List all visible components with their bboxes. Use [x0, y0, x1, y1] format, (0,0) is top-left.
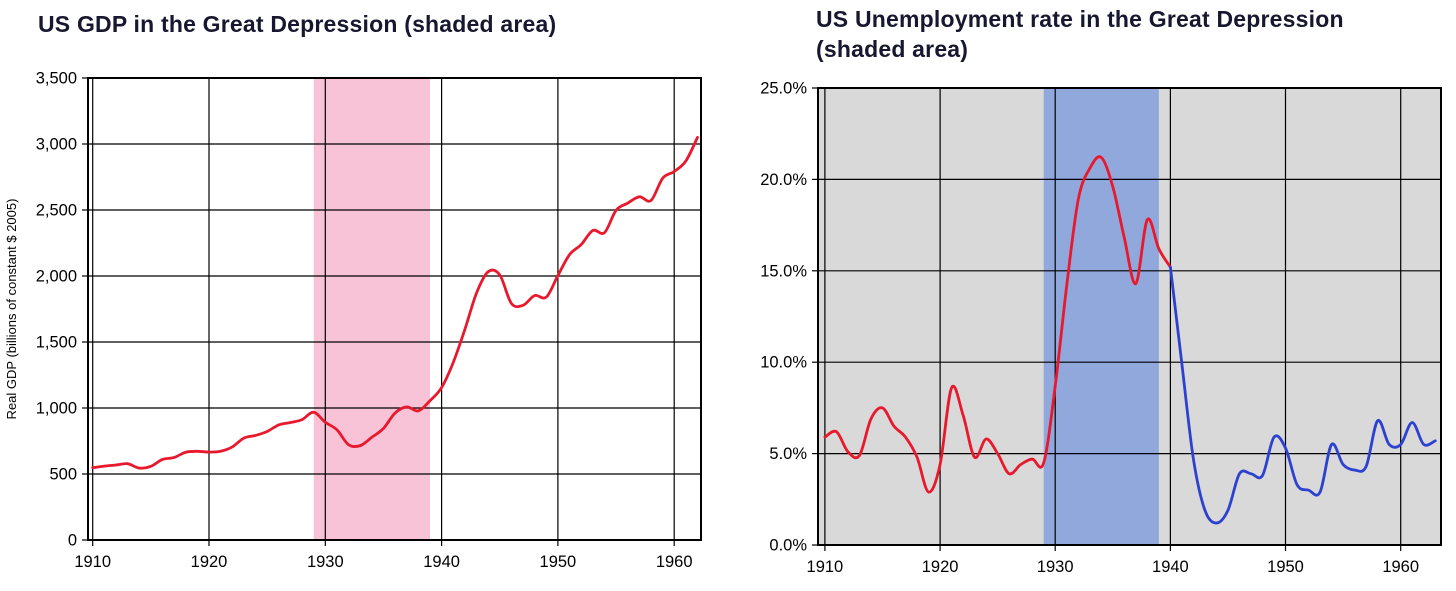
y-tick-label: 2,000: [36, 268, 77, 286]
y-axis-label: Real GDP (billions of constant $ 2005): [4, 199, 19, 420]
y-tick-label: 2,500: [36, 202, 77, 220]
gdp-chart-plot: 1910 1920 1930 1940 1950 1960 0 500 1,000 1,500 2,…: [4, 70, 702, 572]
x-tick-label: 1930: [307, 553, 344, 571]
x-tick-label: 1950: [540, 553, 577, 571]
tick-labels: 1910 1920 1930 1940 1950 1960 0 500 1,000 1,500 2,…: [36, 70, 693, 572]
unemployment-chart-plot: 1910 1920 1930 1940 1950 1960 0.0% 5.0% 10.0% 15.…: [760, 80, 1442, 577]
y-tick-label: 3,500: [36, 70, 77, 88]
x-tick-label: 1940: [1152, 558, 1189, 576]
y-tick-label: 10.0%: [760, 354, 807, 372]
x-tick-label: 1960: [1382, 558, 1419, 576]
x-tick-label: 1960: [656, 553, 693, 571]
series-line-0: [823, 155, 1172, 494]
y-tick-label: 20.0%: [760, 171, 807, 189]
plot-border: [817, 87, 1442, 546]
series-line-0: [91, 136, 699, 470]
shaded-region: [313, 78, 430, 540]
gdp-chart: US GDP in the Great Depression (shaded a…: [0, 0, 712, 591]
y-tick-label: 0: [68, 532, 77, 550]
x-tick-label: 1930: [1037, 558, 1074, 576]
unemployment-chart-title: US Unemployment rate in the Great Depres…: [816, 6, 1344, 63]
unemployment-chart: US Unemployment rate in the Great Depres…: [712, 0, 1456, 591]
y-tick-label: 15.0%: [760, 262, 807, 280]
plot-border: [87, 77, 702, 541]
y-tick-label: 1,500: [36, 334, 77, 352]
y-tick-label: 1,000: [36, 400, 77, 418]
y-tick-label: 0.0%: [769, 537, 807, 555]
y-tick-label: 500: [49, 466, 77, 484]
x-tick-label: 1920: [191, 553, 228, 571]
series-line-1: [1168, 265, 1437, 525]
x-tick-label: 1940: [423, 553, 460, 571]
x-tick-label: 1950: [1267, 558, 1304, 576]
x-tick-label: 1910: [807, 558, 844, 576]
y-tick-label: 5.0%: [769, 445, 807, 463]
gdp-chart-title: US GDP in the Great Depression (shaded a…: [38, 11, 557, 37]
tick-labels: 1910 1920 1930 1940 1950 1960 0.0% 5.0% 10.0% 15.…: [760, 80, 1419, 577]
y-tick-label: 25.0%: [760, 80, 807, 98]
x-tick-label: 1920: [922, 558, 959, 576]
y-tick-label: 3,000: [36, 136, 77, 154]
x-tick-label: 1910: [74, 553, 111, 571]
